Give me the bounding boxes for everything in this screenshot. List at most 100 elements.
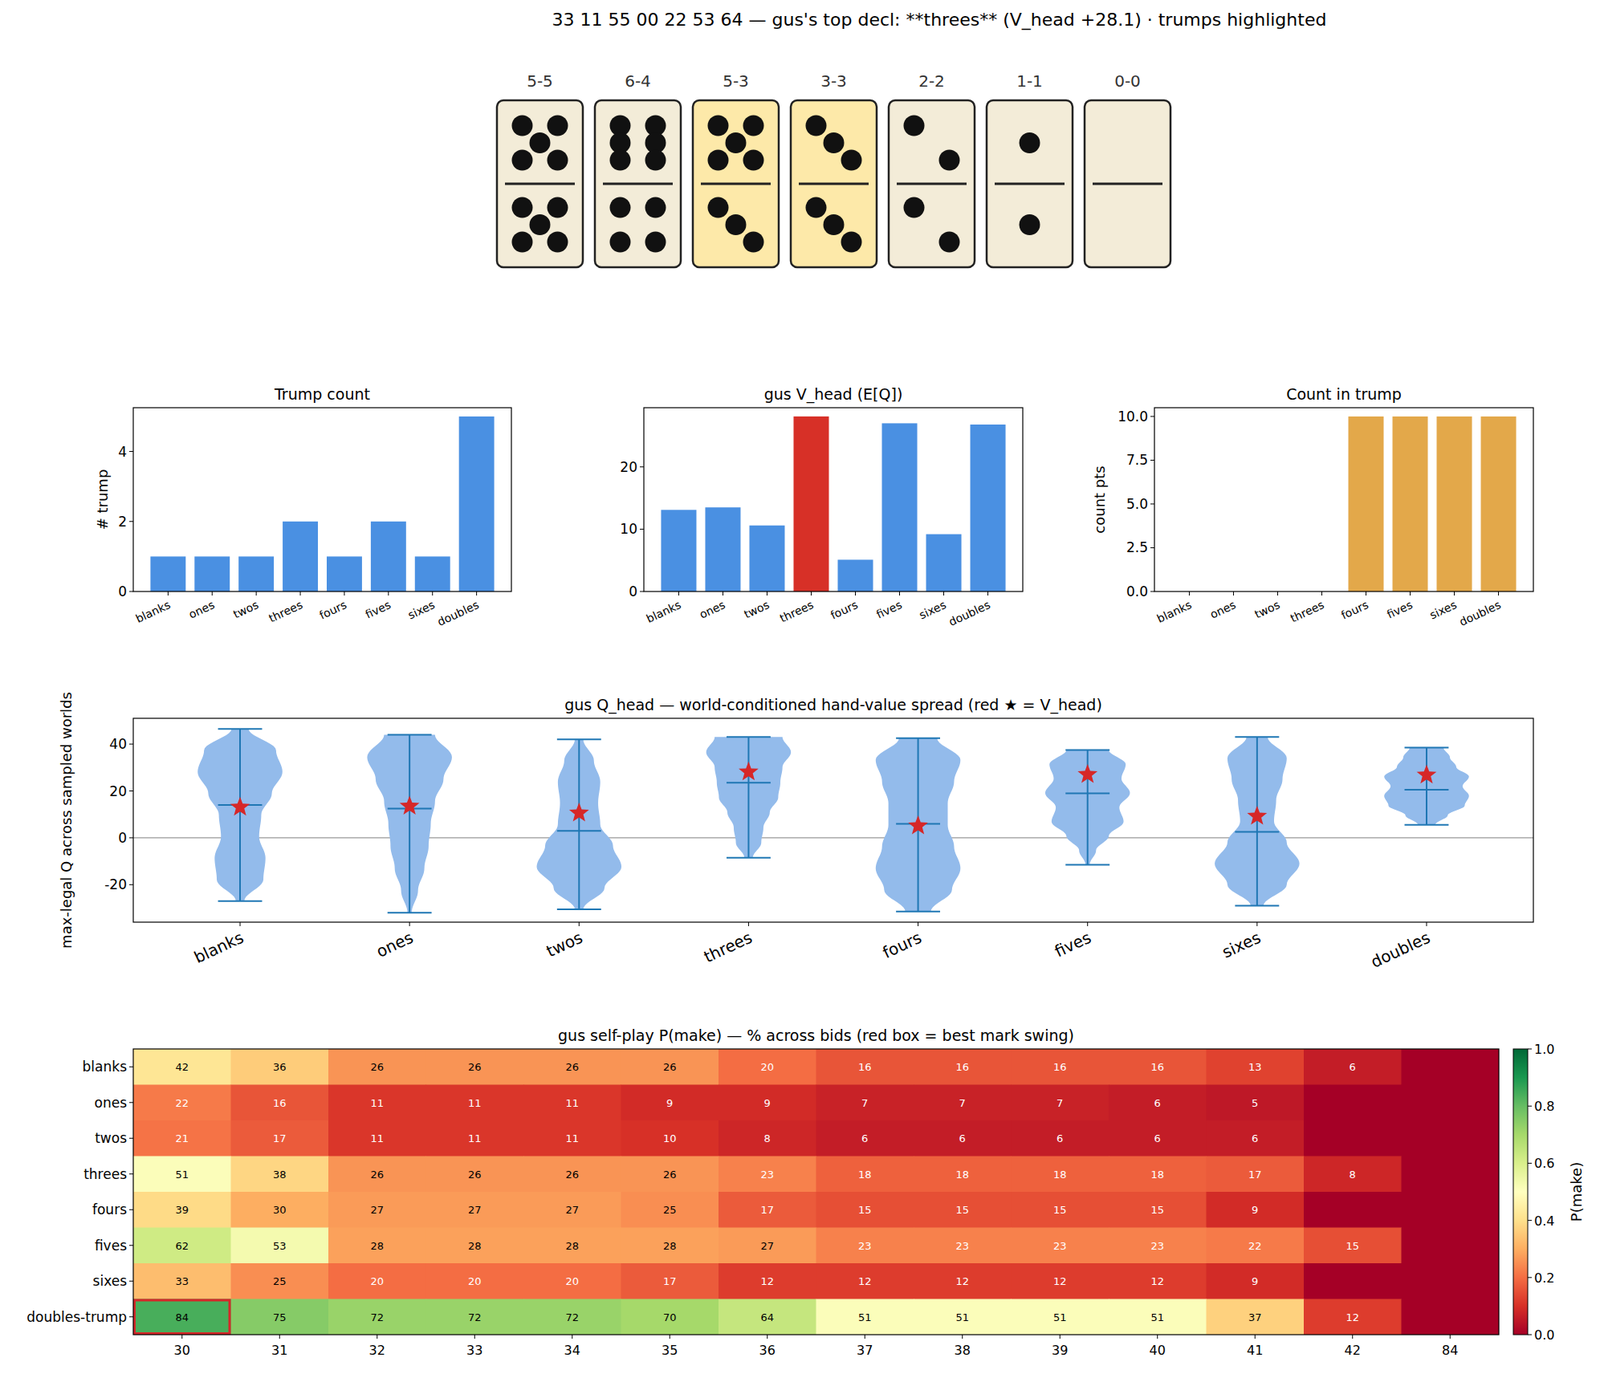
x-tick-label: sixes	[1219, 928, 1264, 963]
heat-cell	[1206, 1120, 1305, 1157]
cell-label: 28	[468, 1240, 482, 1253]
x-tick	[854, 591, 856, 596]
y-tick-label: 20	[619, 459, 638, 476]
colorbar-tick-label: 1.0	[1534, 1042, 1555, 1058]
heat-cell	[133, 1228, 232, 1265]
heat-cell	[426, 1049, 525, 1086]
colorbar-title: P(make)	[1567, 1162, 1585, 1222]
x-tick-label: twos	[543, 928, 587, 962]
violin-max	[726, 736, 771, 738]
violin-min	[895, 911, 941, 913]
x-tick-label: sixes	[916, 598, 948, 622]
colorbar-tick-label: 0.0	[1534, 1327, 1555, 1344]
row-label: fives	[94, 1237, 127, 1254]
bar	[150, 556, 186, 592]
cell-labels: 4236262626262016161616136221611111199777…	[175, 1061, 1360, 1324]
heat-cell	[1206, 1049, 1305, 1086]
panel-title: gus self-play P(make) — % across bids (r…	[557, 1026, 1075, 1045]
bar	[749, 525, 785, 592]
violin-body	[875, 738, 961, 912]
column-label: 84	[1441, 1343, 1458, 1359]
bar	[459, 416, 495, 592]
colorbar-tick	[1527, 1049, 1532, 1051]
x-tick	[748, 922, 750, 927]
heat-cell	[426, 1085, 525, 1122]
x-tick	[669, 1335, 671, 1340]
pip	[823, 214, 845, 236]
cell-label: 26	[370, 1061, 384, 1074]
y-tick-label: 20	[109, 783, 127, 800]
cells	[133, 1049, 1499, 1336]
heat-cell	[1401, 1228, 1500, 1265]
domino: 0-0	[1084, 71, 1171, 268]
cell-label: 11	[370, 1097, 384, 1110]
cell-label: 26	[370, 1168, 384, 1181]
heat-cell	[816, 1263, 915, 1300]
heat-cell	[1011, 1228, 1110, 1265]
x-tick	[1365, 591, 1367, 596]
colorbar-tick	[1527, 1277, 1532, 1279]
x-tick	[571, 1335, 573, 1340]
pip	[610, 232, 632, 253]
v-head-star	[1246, 806, 1267, 826]
colorbar-tick-label: 0.4	[1534, 1213, 1555, 1230]
cell-label: 39	[175, 1204, 189, 1217]
x-tick	[300, 591, 302, 596]
best-box	[134, 1300, 231, 1335]
x-tick	[1256, 922, 1258, 927]
heat-cell	[133, 1049, 232, 1086]
bar-panel: 01020blanksonestwosthreesfoursfivessixes…	[619, 385, 1023, 629]
heat-cell	[231, 1156, 330, 1193]
pip	[939, 232, 961, 253]
violin-max	[387, 733, 432, 736]
cell-label: 25	[663, 1204, 677, 1217]
heat-cell	[1108, 1156, 1207, 1193]
v-head-star	[1077, 764, 1098, 784]
heat-cell	[1108, 1228, 1207, 1265]
cell-label: 23	[760, 1168, 774, 1181]
cell-label: 11	[565, 1097, 579, 1110]
row-label: fours	[92, 1201, 127, 1218]
y-tick	[1150, 591, 1155, 593]
cell-label: 7	[1056, 1097, 1063, 1110]
heat-cell	[621, 1049, 720, 1086]
cell-label: 23	[955, 1240, 969, 1253]
cell-label: 11	[468, 1097, 482, 1110]
cell-label: 6	[1056, 1132, 1063, 1145]
reference-line	[133, 837, 1534, 839]
heat-cell	[913, 1049, 1012, 1086]
pip	[529, 132, 551, 154]
cell-label: 17	[663, 1275, 677, 1288]
domino-tile	[692, 100, 779, 268]
cell-label: 16	[858, 1061, 872, 1074]
domino-tile	[594, 100, 681, 268]
x-tick	[343, 591, 345, 596]
cell-label: 72	[565, 1311, 579, 1324]
heat-cell	[426, 1192, 525, 1229]
x-tick	[678, 591, 680, 596]
pip	[743, 232, 765, 253]
y-tick	[639, 529, 644, 530]
cell-label: 72	[468, 1311, 482, 1324]
cell-label: 9	[666, 1097, 673, 1110]
y-tick-label: 0	[118, 830, 127, 847]
cell-label: 7	[959, 1097, 966, 1110]
heat-cell	[1401, 1192, 1500, 1229]
x-tick-label: fours	[879, 928, 925, 963]
x-tick	[1254, 1335, 1256, 1340]
heat-cell	[523, 1156, 622, 1193]
heat-cell	[621, 1120, 720, 1157]
cell-label: 26	[663, 1061, 677, 1074]
heat-cell	[133, 1156, 232, 1193]
cell-label: 18	[1053, 1168, 1067, 1181]
heat-cell	[913, 1192, 1012, 1229]
cell-label: 15	[1053, 1204, 1067, 1217]
pip	[708, 150, 729, 171]
heat-cell	[328, 1263, 427, 1300]
x-tick	[1156, 1335, 1158, 1340]
bar	[415, 556, 451, 592]
domino: 2-2	[888, 71, 975, 268]
column-label: 42	[1344, 1343, 1361, 1359]
cell-label: 30	[272, 1204, 287, 1217]
cell-label: 15	[858, 1204, 872, 1217]
